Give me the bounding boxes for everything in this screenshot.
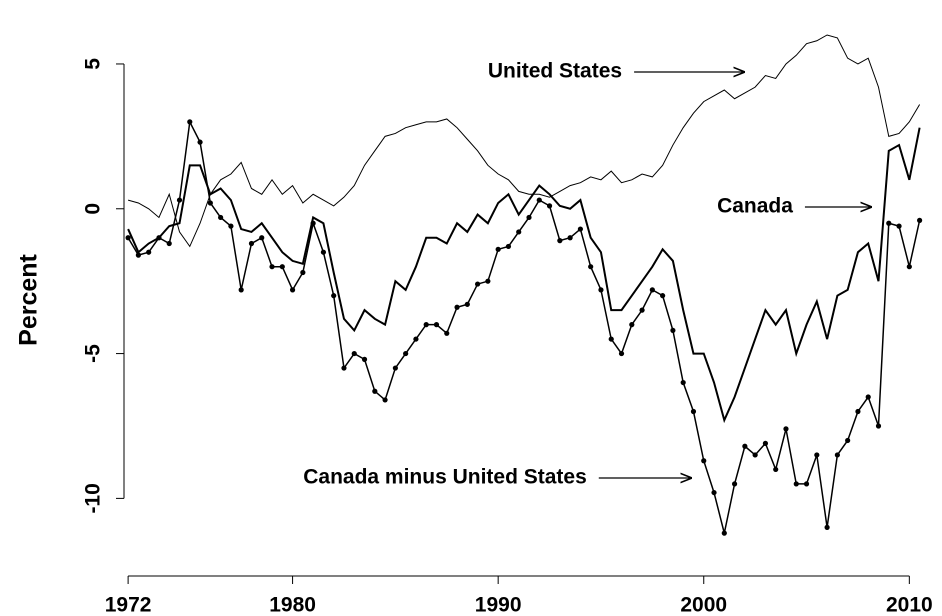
point bbox=[218, 214, 224, 221]
point bbox=[896, 223, 902, 229]
point bbox=[865, 394, 871, 400]
point bbox=[320, 249, 327, 255]
point bbox=[834, 452, 840, 458]
point bbox=[238, 287, 244, 293]
point bbox=[567, 235, 573, 241]
y-tick-label: 5 bbox=[82, 58, 105, 70]
point bbox=[598, 287, 604, 293]
y-tick-label: -5 bbox=[82, 344, 105, 363]
point bbox=[207, 200, 213, 206]
point bbox=[392, 365, 398, 371]
point bbox=[310, 220, 316, 226]
point bbox=[361, 356, 368, 362]
point bbox=[731, 481, 738, 487]
point bbox=[875, 423, 882, 429]
point bbox=[300, 269, 306, 276]
point bbox=[382, 397, 388, 403]
point bbox=[577, 226, 583, 232]
annotation: Canada minus United States bbox=[303, 466, 587, 489]
point bbox=[701, 458, 707, 464]
point bbox=[690, 408, 697, 415]
point bbox=[588, 264, 594, 270]
point bbox=[886, 220, 892, 226]
point bbox=[289, 287, 296, 293]
series-line bbox=[127, 127, 921, 424]
y-tick-label: 0 bbox=[82, 203, 105, 215]
point bbox=[608, 336, 614, 342]
point bbox=[546, 203, 553, 209]
x-tick-label: 2010 bbox=[886, 594, 933, 616]
point bbox=[146, 249, 152, 255]
point bbox=[187, 119, 193, 125]
x-tick-label: 1972 bbox=[105, 594, 152, 616]
point bbox=[711, 489, 717, 496]
point bbox=[824, 524, 830, 530]
point bbox=[670, 327, 676, 334]
point bbox=[372, 388, 378, 394]
y-axis-label: Percent bbox=[15, 253, 43, 345]
point bbox=[516, 229, 522, 235]
point bbox=[485, 278, 491, 284]
point bbox=[793, 481, 799, 487]
point bbox=[906, 264, 912, 270]
point bbox=[803, 481, 810, 487]
point bbox=[680, 379, 686, 386]
point bbox=[259, 235, 265, 241]
point bbox=[248, 240, 255, 247]
x-tick-label: 1980 bbox=[269, 594, 316, 616]
point bbox=[783, 426, 789, 432]
point bbox=[536, 197, 542, 203]
point bbox=[423, 322, 429, 328]
point bbox=[156, 235, 162, 241]
point bbox=[341, 365, 347, 371]
annotation: Canada bbox=[717, 195, 793, 218]
point bbox=[176, 197, 183, 203]
point bbox=[454, 304, 460, 310]
point bbox=[228, 223, 234, 229]
point bbox=[279, 264, 285, 270]
point bbox=[526, 214, 532, 221]
point bbox=[639, 307, 645, 313]
x-tick-label: 1990 bbox=[475, 594, 522, 616]
point bbox=[629, 322, 635, 328]
point bbox=[166, 240, 172, 247]
point bbox=[197, 139, 203, 145]
point bbox=[762, 440, 769, 446]
point bbox=[351, 350, 357, 357]
point bbox=[444, 330, 450, 336]
point bbox=[618, 350, 625, 357]
point bbox=[125, 235, 131, 241]
point bbox=[649, 287, 655, 293]
point bbox=[269, 264, 275, 270]
x-tick-label: 2000 bbox=[680, 594, 727, 616]
point bbox=[742, 443, 748, 449]
point bbox=[917, 217, 923, 223]
point bbox=[464, 301, 470, 307]
point bbox=[495, 246, 501, 252]
point bbox=[475, 281, 481, 287]
point bbox=[814, 452, 820, 458]
point bbox=[557, 238, 563, 244]
point bbox=[855, 408, 861, 415]
point bbox=[331, 293, 337, 299]
point bbox=[505, 243, 512, 250]
y-tick-label: -10 bbox=[82, 483, 105, 513]
point bbox=[433, 322, 440, 328]
point bbox=[413, 336, 419, 342]
point bbox=[135, 252, 141, 258]
annotation: United States bbox=[488, 60, 622, 83]
series-line bbox=[127, 34, 921, 248]
point bbox=[752, 452, 758, 458]
point bbox=[660, 293, 666, 299]
point bbox=[721, 530, 727, 536]
point bbox=[403, 350, 409, 357]
point bbox=[845, 437, 851, 444]
point bbox=[773, 466, 779, 473]
